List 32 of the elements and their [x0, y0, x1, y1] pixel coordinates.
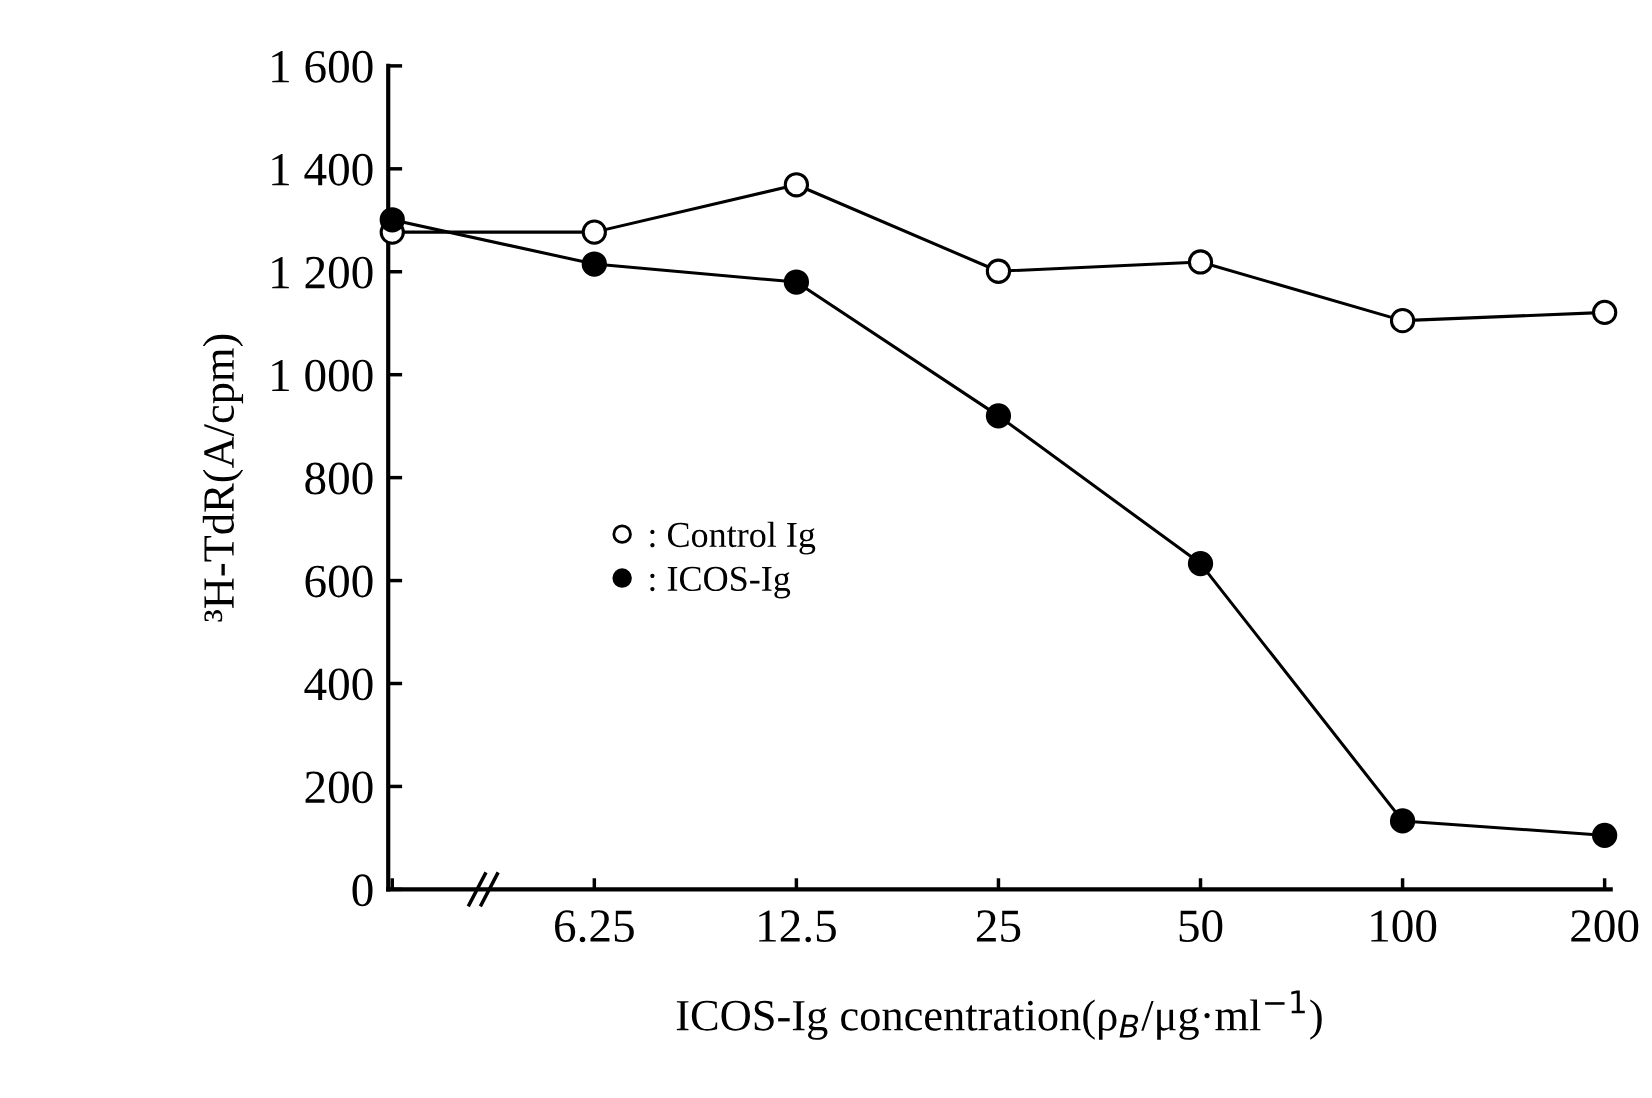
x-tick-label: 50: [1179, 910, 1223, 943]
point: [379, 207, 405, 233]
point: [783, 172, 810, 198]
point: [1592, 822, 1618, 848]
y-tick-label: 1 200: [272, 256, 373, 289]
point: [1187, 249, 1214, 275]
y-tick-label: 400: [304, 668, 373, 701]
y-tick-label: 1 400: [272, 153, 373, 186]
point: [985, 403, 1012, 429]
point: [1389, 308, 1416, 334]
point: [985, 258, 1012, 284]
y-tick-label: 1 000: [272, 359, 373, 392]
legend-label: : Control Ig: [650, 521, 816, 555]
point: [1592, 299, 1618, 326]
point: [783, 269, 810, 295]
x-tick-label: 6.25: [555, 910, 634, 943]
x-axis-title: ICOS-Ig concentration(ρ$_{B}$/μg·ml$^{−1}$): [676, 990, 1322, 1040]
x-tick-label: 100: [1371, 910, 1437, 943]
y-tick-label: 1 600: [272, 50, 373, 83]
y-tick-label: 0: [352, 874, 373, 907]
y-tick-label: 600: [305, 565, 373, 598]
legend-label: : ICOS-Ig: [650, 566, 791, 599]
point: [1389, 808, 1416, 834]
point: [581, 219, 607, 245]
point: [581, 251, 607, 277]
y-tick-label: 200: [305, 771, 373, 804]
y-axis-title: ³H-TdR(A/cpm): [202, 334, 244, 622]
y-tick-label: 800: [305, 462, 373, 495]
x-tick-label: 25: [976, 910, 1021, 943]
x-tick-label: 200: [1571, 910, 1639, 943]
x-tick-label: 12.5: [759, 910, 836, 943]
point: [1187, 550, 1214, 577]
